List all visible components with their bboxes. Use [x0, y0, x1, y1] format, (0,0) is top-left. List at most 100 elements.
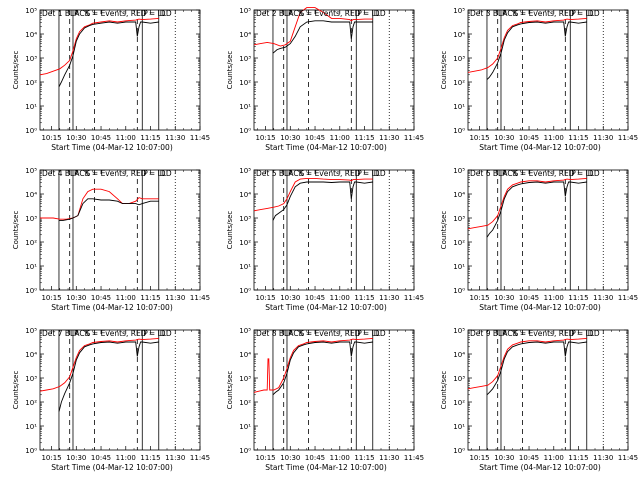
phase-marker-label: P — [143, 9, 148, 18]
y-tick-label: 10² — [25, 79, 37, 87]
x-tick-label: 10:45 — [305, 454, 325, 462]
phase-marker-label: P — [357, 329, 362, 338]
x-tick-label: 11:45 — [190, 134, 210, 142]
x-tick-label: 10:30 — [494, 294, 514, 302]
x-tick-label: 11:45 — [618, 294, 638, 302]
phase-marker-label: D — [160, 329, 166, 338]
x-tick-label: 11:15 — [354, 134, 374, 142]
panel-title: Det 6 BLACK = Events, RED = LLD — [470, 169, 600, 178]
x-tick-label: 10:45 — [519, 294, 539, 302]
x-tick-label: 10:45 — [305, 134, 325, 142]
phase-marker-label: P — [74, 9, 79, 18]
phase-marker-label: P — [357, 9, 362, 18]
panel-det-5: 10⁰ 10¹ 10² 10³ 10⁴ 10⁵ 10:15 10:30 10:45 11:00 11… — [226, 167, 424, 312]
panel-det-7: 10⁰ 10¹ 10² 10³ 10⁴ 10⁵ 10:15 10:30 10:45 11:00 11… — [12, 327, 210, 472]
events-series-line — [486, 181, 587, 238]
y-tick-label: 10⁰ — [453, 287, 465, 295]
x-axis-label: Start Time (04-Mar-12 10:07:00) — [51, 303, 173, 312]
x-tick-label: 11:00 — [330, 454, 350, 462]
x-tick-label: 11:15 — [568, 134, 588, 142]
y-tick-label: 10² — [239, 399, 251, 407]
x-tick-label: 11:15 — [140, 134, 160, 142]
lld-series-line — [467, 17, 587, 73]
y-tick-label: 10¹ — [25, 263, 37, 271]
panel-det-9: 10⁰ 10¹ 10² 10³ 10⁴ 10⁵ 10:15 10:30 10:45 11:00 11… — [440, 327, 638, 472]
x-axis-label: Start Time (04-Mar-12 10:07:00) — [479, 303, 601, 312]
y-tick-label: 10⁴ — [453, 191, 465, 199]
phase-marker-label: P — [74, 169, 79, 178]
phase-marker-label: D — [374, 169, 380, 178]
x-tick-label: 11:00 — [116, 454, 136, 462]
y-tick-label: 10⁴ — [25, 191, 37, 199]
plot-frame — [467, 9, 629, 131]
y-tick-label: 10⁵ — [239, 327, 251, 335]
y-tick-label: 10⁵ — [25, 327, 37, 335]
y-tick-label: 10³ — [453, 215, 465, 223]
plot-frame — [467, 169, 629, 291]
phase-marker-label: P — [143, 329, 148, 338]
x-tick-label: 10:15 — [41, 294, 61, 302]
x-axis-label: Start Time (04-Mar-12 10:07:00) — [265, 143, 387, 152]
x-axis-label: Start Time (04-Mar-12 10:07:00) — [265, 303, 387, 312]
x-tick-label: 11:00 — [116, 294, 136, 302]
panel-title: Det 8 BLACK = Events, RED = LLD — [256, 329, 386, 338]
events-series-line — [272, 181, 373, 221]
x-tick-label: 11:30 — [593, 454, 613, 462]
y-tick-label: 10² — [239, 239, 251, 247]
panel-title: Det 2 BLACK = Events, RED = LLD — [256, 9, 386, 18]
x-tick-label: 11:45 — [190, 454, 210, 462]
lld-series-line — [253, 7, 373, 47]
y-tick-label: 10³ — [453, 55, 465, 63]
x-tick-label: 11:45 — [618, 134, 638, 142]
events-series-line — [59, 198, 159, 221]
y-axis-label: Counts/sec — [12, 371, 20, 410]
phase-marker-label: P — [357, 169, 362, 178]
panel-title: Det 7 BLACK = Events, RED = LLD — [42, 329, 172, 338]
y-tick-label: 10³ — [239, 215, 251, 223]
panel-title: Det 9 BLACK = Events, RED = LLD — [470, 329, 600, 338]
x-tick-label: 11:45 — [190, 294, 210, 302]
x-tick-label: 11:15 — [140, 454, 160, 462]
y-tick-label: 10⁰ — [239, 447, 251, 455]
x-tick-label: 11:15 — [568, 454, 588, 462]
panel-det-4: 10⁰ 10¹ 10² 10³ 10⁴ 10⁵ 10:15 10:30 10:45 11:00 11… — [12, 167, 210, 312]
phase-marker-label: P — [571, 9, 576, 18]
phase-marker-label: D — [588, 9, 594, 18]
x-tick-label: 11:30 — [165, 454, 185, 462]
phase-marker-label: S — [514, 169, 519, 178]
y-tick-label: 10² — [25, 239, 37, 247]
x-tick-label: 10:15 — [41, 454, 61, 462]
plot-frame — [39, 169, 201, 291]
y-tick-label: 10⁴ — [453, 351, 465, 359]
x-tick-label: 11:45 — [404, 454, 424, 462]
y-tick-label: 10⁰ — [25, 127, 37, 135]
lld-series-line — [40, 188, 159, 220]
y-tick-label: 10⁰ — [239, 127, 251, 135]
plot-frame — [39, 9, 201, 131]
panel-det-2: 10⁰ 10¹ 10² 10³ 10⁴ 10⁵ 10:15 10:30 10:45 11:00 11… — [226, 7, 424, 152]
phase-marker-label: D — [160, 9, 166, 18]
x-tick-label: 11:00 — [116, 134, 136, 142]
phase-marker-label: S — [300, 9, 305, 18]
phase-marker-label: P — [74, 329, 79, 338]
y-tick-label: 10⁵ — [453, 327, 465, 335]
phase-marker-label: P — [571, 169, 576, 178]
y-tick-label: 10¹ — [239, 263, 251, 271]
x-tick-label: 11:15 — [354, 454, 374, 462]
y-axis-label: Counts/sec — [226, 51, 234, 90]
phase-marker-label: D — [588, 169, 594, 178]
x-tick-label: 11:15 — [568, 294, 588, 302]
y-tick-label: 10⁰ — [25, 287, 37, 295]
y-axis-label: Counts/sec — [12, 51, 20, 90]
lld-series-line — [467, 177, 587, 230]
panel-det-6: 10⁰ 10¹ 10² 10³ 10⁴ 10⁵ 10:15 10:30 10:45 11:00 11… — [440, 167, 638, 312]
plot-frame — [253, 329, 415, 451]
y-tick-label: 10⁰ — [25, 447, 37, 455]
lld-series-line — [253, 337, 373, 393]
plot-frame — [39, 329, 201, 451]
x-tick-label: 11:30 — [379, 454, 399, 462]
panel-title: Det 4 BLACK = Events, RED = LLD — [42, 169, 172, 178]
x-tick-label: 11:30 — [165, 294, 185, 302]
